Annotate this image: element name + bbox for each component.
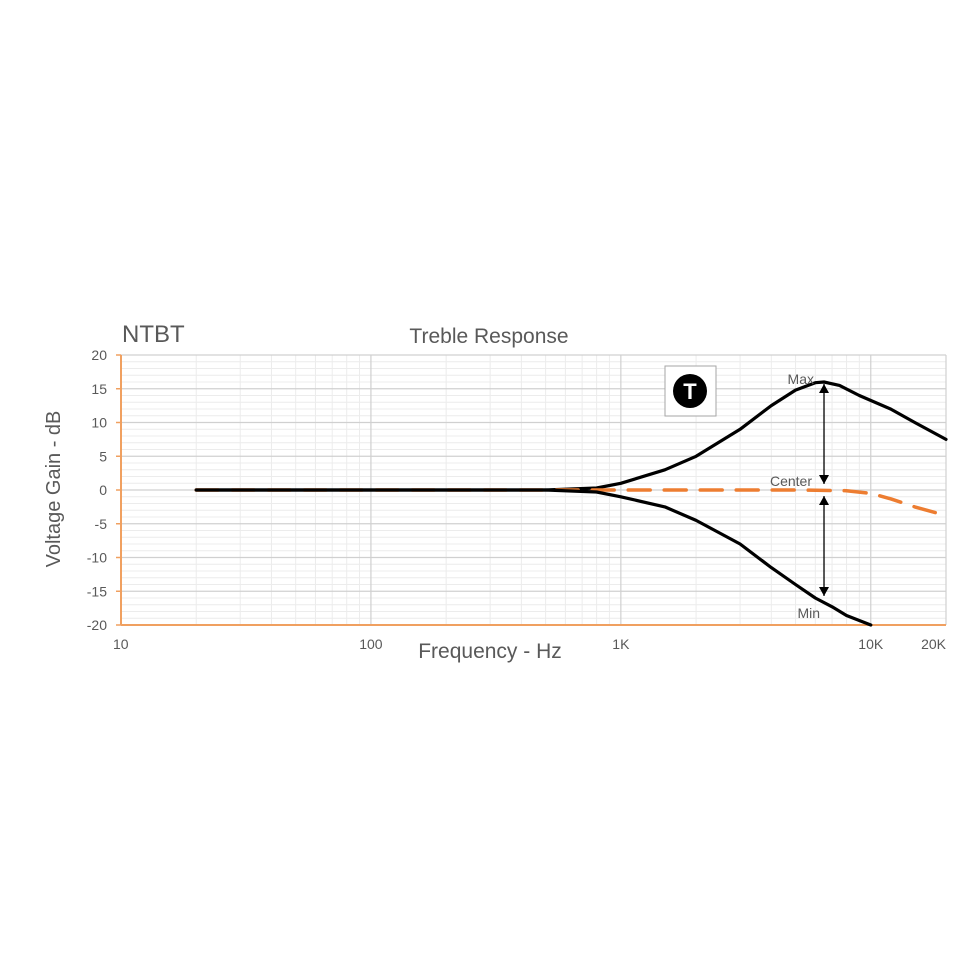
y-tick-label: -10 — [87, 550, 107, 566]
arrowhead — [819, 384, 830, 393]
y-tick-label: -15 — [87, 583, 107, 599]
badge: T — [664, 365, 717, 417]
y-tick-label: 15 — [91, 381, 107, 397]
x-tick-label: 1K — [612, 636, 630, 652]
chart-title: Treble Response — [409, 325, 568, 348]
annotations: Max Center Min — [770, 371, 830, 621]
x-tick-label: 100 — [359, 636, 383, 652]
y-tick-label: 10 — [91, 415, 107, 431]
series-max — [194, 380, 948, 492]
arrowhead — [819, 475, 830, 484]
y-tick-label: 20 — [91, 347, 107, 363]
annotation-min: Min — [797, 605, 820, 621]
tick-labels: 20 15 10 5 0 -5 -10 -15 -20 10 100 1K 10K 20K — [87, 347, 947, 652]
x-axis-label: Frequency - Hz — [418, 640, 562, 663]
badge-label: T — [683, 379, 697, 404]
x-tick-label: 10K — [858, 636, 884, 652]
y-tick-label: -5 — [95, 516, 108, 532]
x-tick-label: 20K — [921, 636, 947, 652]
y-axis-label: Voltage Gain - dB — [43, 411, 65, 568]
series-min — [194, 488, 873, 627]
axes — [116, 354, 946, 626]
y-tick-label: 0 — [99, 482, 107, 498]
corner-label: NTBT — [122, 321, 185, 348]
series-center — [194, 488, 948, 518]
x-tick-label: 10 — [113, 636, 129, 652]
arrowhead — [819, 587, 830, 596]
annotation-center: Center — [770, 473, 812, 489]
y-tick-label: -20 — [87, 617, 107, 633]
series — [194, 380, 948, 627]
annotation-max: Max — [788, 371, 814, 387]
arrowhead — [819, 496, 830, 505]
y-tick-label: 5 — [99, 448, 107, 464]
grid — [120, 354, 947, 626]
